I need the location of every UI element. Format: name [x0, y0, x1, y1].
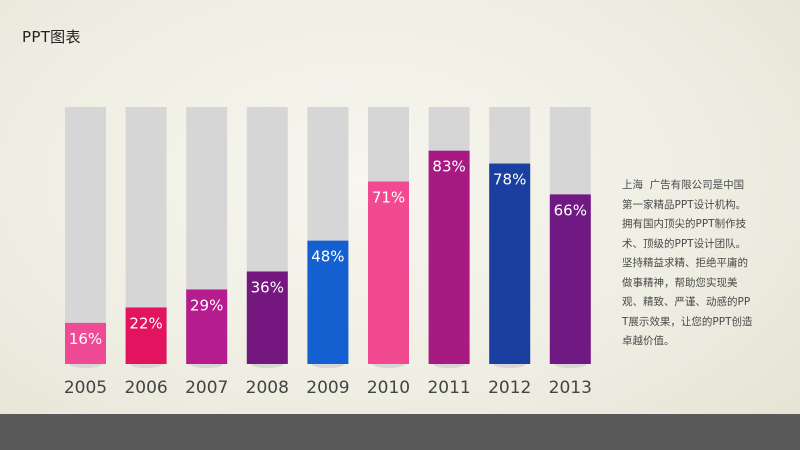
- bar-track-tip: [129, 364, 163, 368]
- bar-value-label: 48%: [311, 248, 344, 266]
- bar-value-label: 83%: [432, 158, 465, 176]
- bar: [65, 322, 106, 364]
- x-tick-label: 2012: [488, 378, 531, 398]
- bar: [489, 163, 531, 364]
- bar-value-label: 16%: [69, 330, 102, 348]
- x-tick-label: 2009: [306, 378, 349, 398]
- bar-value-label: 71%: [372, 189, 405, 207]
- x-tick-label: 2005: [64, 378, 107, 398]
- bar-track-tip: [250, 364, 284, 368]
- footer-bar: [0, 414, 800, 450]
- bar-track-tip: [190, 364, 224, 368]
- description-text: 上海 广告有限公司是中国第一家精品PPT设计机构。拥有国内顶尖的PPT制作技术、…: [622, 179, 753, 347]
- bar-value-label: 78%: [493, 171, 526, 189]
- x-tick-label: 2007: [185, 378, 228, 398]
- bar: [549, 194, 591, 364]
- bar: [428, 150, 470, 364]
- x-tick-label: 2011: [427, 378, 470, 398]
- bar-track: [65, 107, 106, 364]
- bar: [125, 307, 167, 364]
- bar: [307, 240, 349, 364]
- page-title: PPT图表: [22, 28, 81, 46]
- bar: [186, 289, 228, 364]
- bar-value-label: 29%: [190, 296, 223, 314]
- x-tick-label: 2010: [367, 378, 410, 398]
- x-tick-label: 2008: [246, 378, 289, 398]
- bar-track-tip: [493, 364, 527, 368]
- bar: [246, 271, 288, 364]
- bar-value-label: 36%: [251, 278, 284, 296]
- x-tick-label: 2013: [549, 378, 592, 398]
- bar-value-label: 66%: [554, 201, 587, 219]
- bar: [368, 181, 409, 364]
- bar-track-tip: [432, 364, 466, 368]
- bar-track-tip: [372, 364, 405, 368]
- bar-track-tip: [553, 364, 587, 368]
- bar-value-label: 22%: [129, 314, 162, 332]
- bar-track-tip: [69, 364, 102, 368]
- x-tick-label: 2006: [124, 378, 167, 398]
- bar-track-tip: [311, 364, 345, 368]
